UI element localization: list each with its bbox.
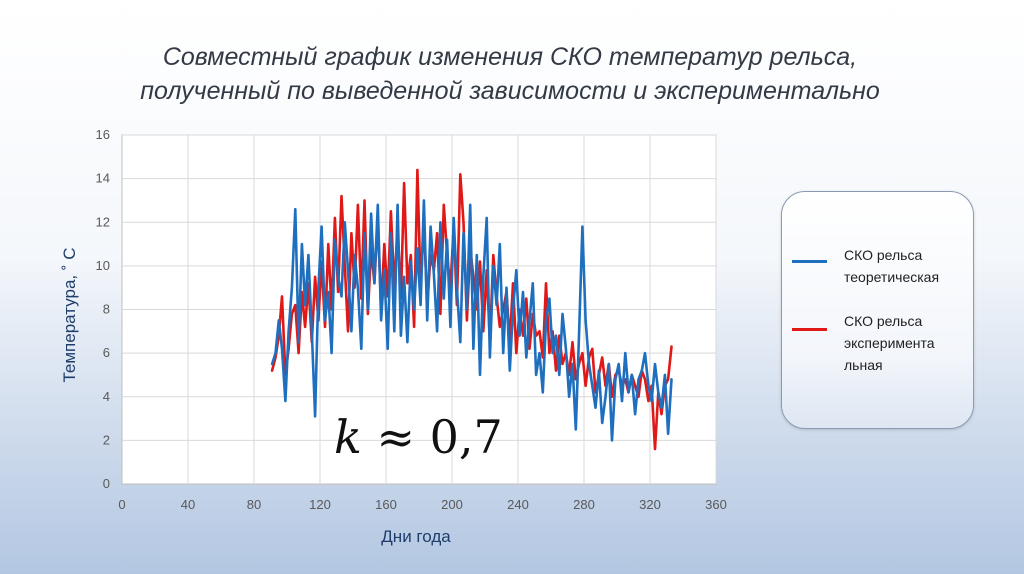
legend-swatch-theoretical xyxy=(792,260,827,263)
y-tick-label: 6 xyxy=(103,345,110,360)
x-tick-label: 80 xyxy=(247,497,261,512)
formula-value: ≈ 0,7 xyxy=(361,410,503,464)
y-tick-label: 4 xyxy=(103,389,110,404)
x-tick-label: 360 xyxy=(705,497,727,512)
y-tick-label: 0 xyxy=(103,476,110,491)
y-tick-label: 2 xyxy=(103,432,110,447)
formula-symbol: k xyxy=(334,410,362,464)
y-axis-label: Температура, ˚ С xyxy=(60,247,79,382)
x-axis-label: Дни года xyxy=(381,527,451,546)
x-tick-label: 240 xyxy=(507,497,529,512)
coefficient-formula: k ≈ 0,7 xyxy=(334,410,503,464)
x-tick-label: 320 xyxy=(639,497,661,512)
y-tick-label: 10 xyxy=(96,258,110,273)
x-tick-label: 280 xyxy=(573,497,595,512)
x-tick-label: 160 xyxy=(375,497,397,512)
chart-legend: СКО рельса теоретическая СКО рельса экспе… xyxy=(781,191,974,429)
legend-label-experimental: СКО рельса эксперимента льная xyxy=(844,313,935,373)
title-line-1: Совместный график изменения СКО температ… xyxy=(162,43,858,71)
y-tick-label: 8 xyxy=(103,302,110,317)
title-line-2: полученный по выведенной зависимости и э… xyxy=(140,77,880,105)
x-tick-label: 0 xyxy=(118,497,125,512)
slide-title: Совместный график изменения СКО температ… xyxy=(60,40,960,108)
legend-swatch-experimental xyxy=(792,328,827,331)
x-tick-label: 200 xyxy=(441,497,463,512)
x-tick-label: 120 xyxy=(309,497,331,512)
series-line-theoretical xyxy=(270,199,673,442)
legend-label-theoretical: СКО рельса теоретическая xyxy=(844,247,940,285)
x-tick-label: 40 xyxy=(181,497,195,512)
y-tick-label: 12 xyxy=(96,214,110,229)
y-tick-label: 16 xyxy=(96,127,110,142)
y-tick-label: 14 xyxy=(96,171,110,186)
